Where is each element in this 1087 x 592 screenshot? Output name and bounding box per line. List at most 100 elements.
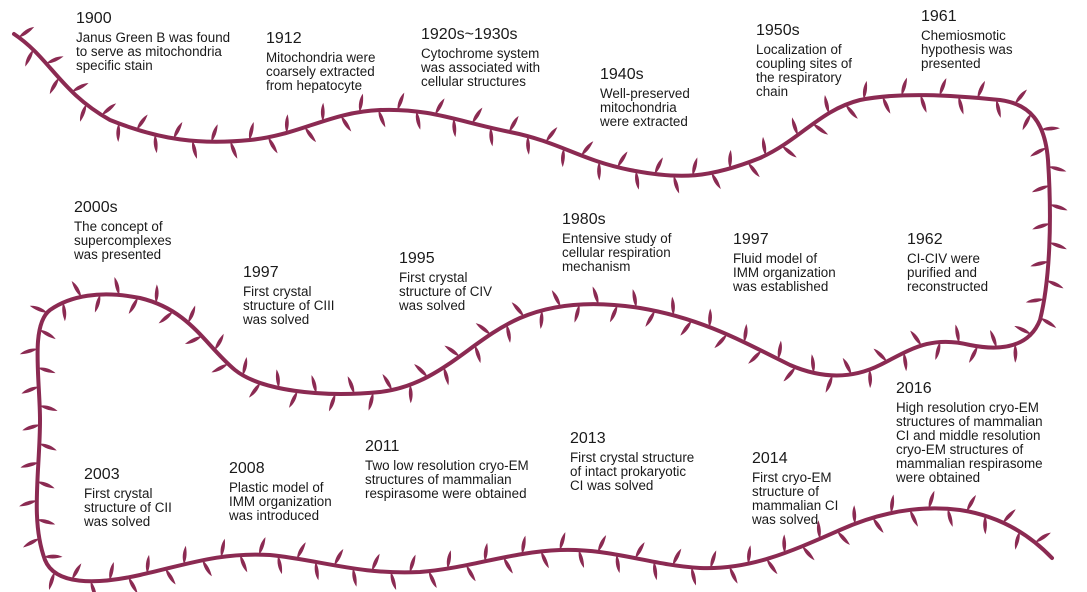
event-year: 1912 (266, 30, 302, 47)
vine-leaf (592, 286, 599, 305)
vine-leaf (414, 364, 428, 377)
vine-leaf (882, 96, 891, 114)
vine-leaf (1030, 261, 1049, 267)
vine-leaf (444, 345, 460, 357)
vine-leaf (837, 531, 850, 545)
vine-leaf (872, 517, 884, 533)
vine-leaf (802, 546, 815, 561)
vine-leaf (1013, 344, 1018, 363)
event-year: 2000s (74, 199, 118, 216)
vine-stem (12, 32, 1054, 584)
vine-leaf (990, 330, 997, 348)
vine-leaf (947, 508, 953, 527)
event-1997-fluid-model: 1997 Fluid model of IMM organization was… (733, 231, 883, 294)
event-year: 1900 (76, 10, 112, 27)
event-year: 1962 (907, 231, 943, 248)
vine-leaf (928, 490, 935, 509)
vine-leaf (526, 136, 530, 155)
vine-leaf (711, 172, 721, 190)
event-year: 2013 (570, 430, 606, 447)
vine-leaf (816, 520, 821, 539)
vine-leaf (545, 127, 558, 142)
vine-leaf (728, 149, 732, 169)
vine-leaf (977, 80, 986, 98)
vine-leaf (202, 560, 212, 577)
vine-leaf (653, 561, 658, 581)
event-description: First crystal structure of CIII was solv… (243, 284, 335, 327)
vine-leaf (275, 369, 280, 388)
vine-leaf (910, 330, 922, 346)
event-1980s: 1980s Entensive study of cellular respir… (562, 211, 712, 274)
vine-leaf (415, 111, 421, 130)
vine-leaf (19, 348, 38, 355)
vine-leaf (173, 121, 183, 139)
event-1995: 1995 First crystal structure of CIV was … (399, 250, 529, 313)
vine-leaf (691, 567, 697, 586)
vine-leaf (101, 103, 117, 116)
vine-leaf (182, 545, 187, 565)
vine-leaf (862, 80, 868, 100)
vine-leaf (268, 137, 278, 154)
event-year: 1980s (562, 211, 606, 228)
vine-leaf (288, 391, 298, 408)
vine-leaf (242, 357, 248, 376)
vine-leaf (79, 104, 87, 122)
vine-leaf (347, 376, 355, 394)
vine-leaf (791, 117, 798, 136)
vine-leaf (842, 357, 852, 375)
vine-leaf (116, 123, 121, 142)
event-1950s: 1950s Localization of coupling sites of … (756, 22, 896, 99)
vine-leaf (466, 565, 476, 582)
vine-leaf (635, 542, 645, 559)
event-description: First crystal structure of CIV was solve… (399, 270, 493, 313)
vine-leaf (21, 386, 39, 394)
vine-leaf (446, 550, 452, 569)
vine-leaf (890, 494, 895, 513)
vine-leaf (811, 354, 815, 373)
vine-leaf (995, 99, 1001, 118)
vine-leaf (559, 532, 566, 550)
vine-leaf (49, 77, 59, 95)
vine-leaf (37, 519, 56, 525)
vine-leaf (710, 550, 717, 569)
event-year: 2016 (896, 380, 932, 397)
event-1940s: 1940s Well-preserved mitochondria were e… (600, 66, 730, 129)
vine-leaf (503, 557, 513, 574)
event-year: 1961 (921, 8, 957, 25)
vine-leaf (20, 462, 39, 468)
vine-leaf (597, 161, 601, 181)
vine-leaf (958, 96, 964, 115)
vine-leaf (320, 102, 325, 122)
vine-leaf (378, 110, 386, 128)
event-2008: 2008 Plastic model of IMM organization w… (229, 460, 369, 523)
vine-leaf (358, 93, 364, 112)
vine-leaf (671, 296, 675, 316)
vine-leaf (184, 336, 202, 344)
event-year: 1997 (733, 231, 769, 248)
vine-leaf (1049, 204, 1068, 211)
vine-leaf (158, 311, 173, 324)
event-description: Mitochondria were coarsely extracted fro… (266, 50, 376, 93)
vine-leaf (766, 559, 778, 575)
vine-leaf (154, 284, 159, 303)
event-year: 2011 (365, 438, 400, 455)
vine-leaf (1030, 147, 1047, 157)
vine-leaf (692, 157, 698, 176)
vine-leaf (22, 538, 40, 548)
vine-leaf (539, 310, 544, 330)
vine-leaf (145, 554, 150, 574)
event-description: Localization of coupling sites of the re… (756, 42, 853, 99)
vine-leaf (397, 92, 405, 110)
vine-leaf (188, 305, 196, 323)
vine-leaf (409, 554, 416, 573)
event-1962: 1962 CI-CIV were purified and reconstruc… (907, 231, 1037, 294)
vine-leaf (428, 571, 437, 589)
vine-leaf (46, 56, 64, 64)
event-2016: 2016 High resolution cryo-EM structures … (896, 380, 1076, 485)
vine-leaf (248, 382, 261, 398)
vine-leaf (1040, 318, 1057, 328)
vine-leaf (39, 405, 58, 411)
vine-leaf (920, 95, 927, 113)
vine-leaf (352, 568, 357, 587)
